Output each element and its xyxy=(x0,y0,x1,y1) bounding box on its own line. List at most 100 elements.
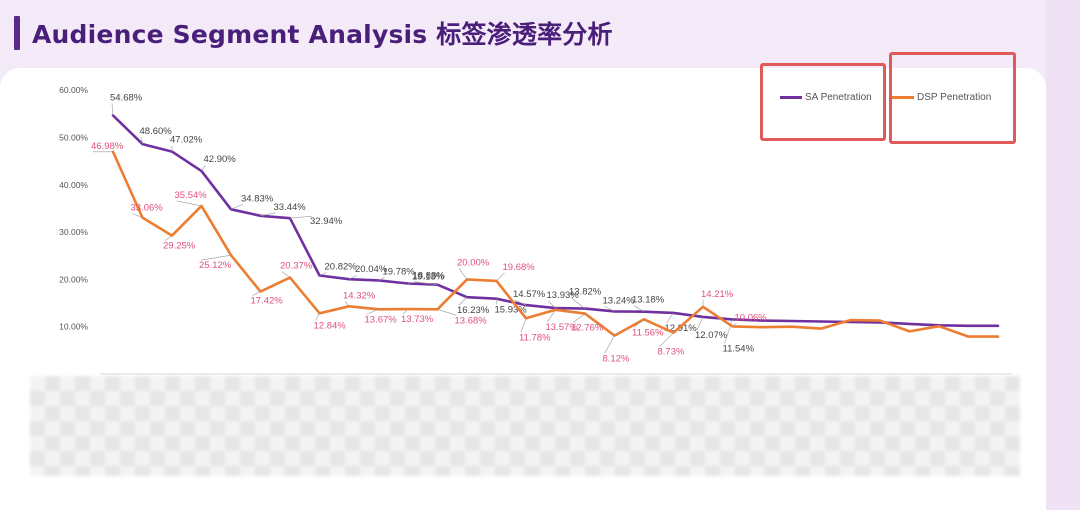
dsp-data-label: 14.32% xyxy=(343,290,376,301)
dsp-label-leader xyxy=(176,200,202,207)
dsp-label-leader xyxy=(281,271,291,278)
right-edge-strip xyxy=(1046,0,1080,510)
y-tick-label: 50.00% xyxy=(59,133,88,143)
sa-label-leader xyxy=(111,103,114,116)
dsp-data-label: 19.68% xyxy=(503,262,536,273)
title-accent-bar xyxy=(14,16,20,50)
sa-data-label: 20.82% xyxy=(325,262,358,273)
sa-data-label: 13.93% xyxy=(547,290,580,301)
page-title: Audience Segment Analysis 标签渗透率分析 xyxy=(32,20,613,49)
dsp-data-label: 13.73% xyxy=(401,314,434,325)
dsp-label-leader xyxy=(604,335,615,354)
sa-label-leader xyxy=(407,282,415,284)
sa-data-label: 48.60% xyxy=(140,126,173,137)
dsp-data-label: 13.68% xyxy=(455,315,488,326)
y-tick-label: 10.00% xyxy=(59,322,88,332)
sa-label-leader xyxy=(378,277,385,281)
sa-label-leader xyxy=(201,164,206,172)
sa-data-label: 13.24% xyxy=(603,295,636,306)
sa-data-label: 12.91% xyxy=(665,323,698,334)
dsp-data-label: 35.54% xyxy=(175,190,208,201)
dsp-data-label: 11.78% xyxy=(519,332,551,343)
sa-data-label: 14.57% xyxy=(513,289,546,300)
dsp-label-leader xyxy=(344,301,350,307)
y-tick-label: 30.00% xyxy=(59,227,88,237)
legend-sa-box xyxy=(760,63,886,141)
sa-data-label: 12.07% xyxy=(695,330,728,341)
sa-label-leader xyxy=(414,281,438,285)
dsp-data-label: 33.06% xyxy=(131,203,164,214)
legend-sa-swatch xyxy=(780,95,802,99)
sa-data-label: 19.78% xyxy=(383,266,416,277)
dsp-label-leader xyxy=(315,313,320,321)
dsp-label-leader xyxy=(252,291,261,296)
dsp-data-label: 20.00% xyxy=(457,257,490,268)
sa-label-leader xyxy=(666,312,674,324)
dsp-data-label: 8.12% xyxy=(603,354,630,365)
sa-label-leader xyxy=(548,300,556,309)
sa-label-leader xyxy=(633,305,645,312)
sa-label-leader xyxy=(230,203,244,210)
dsp-data-label: 12.76% xyxy=(571,323,604,334)
sa-label-leader xyxy=(696,316,704,331)
dsp-label-leader xyxy=(200,254,232,261)
y-tick-label: 40.00% xyxy=(59,180,88,190)
dsp-label-leader xyxy=(547,309,556,322)
sa-data-label: 54.68% xyxy=(110,92,143,103)
legend-dsp-box xyxy=(889,52,1016,144)
legend-item-dsp: DSP Penetration xyxy=(892,92,991,103)
sa-data-label: 13.82% xyxy=(569,287,602,298)
sa-data-label: 42.90% xyxy=(204,154,237,165)
dsp-data-label: 12.84% xyxy=(314,320,347,331)
dsp-label-leader xyxy=(164,235,173,241)
sa-label-leader xyxy=(260,212,276,217)
dsp-label-leader xyxy=(496,272,505,282)
y-tick-label: 20.00% xyxy=(59,274,88,284)
y-tick-label: 60.00% xyxy=(59,85,88,95)
blurred-category-labels xyxy=(30,376,1020,476)
dsp-data-label: 13.57% xyxy=(546,322,579,333)
dsp-label-leader xyxy=(659,332,674,347)
sa-data-label: 47.02% xyxy=(170,135,203,146)
dsp-data-label: 10.06% xyxy=(735,312,768,323)
dsp-data-label: 20.37% xyxy=(280,261,313,272)
sa-label-leader xyxy=(319,272,327,276)
dsp-label-leader xyxy=(437,309,457,316)
dsp-label-leader xyxy=(520,318,527,333)
dsp-data-label: 29.25% xyxy=(163,241,196,252)
dsp-label-leader xyxy=(132,213,143,218)
legend-item-sa: SA Penetration xyxy=(780,92,872,103)
sa-label-leader xyxy=(141,137,143,145)
sa-data-label: 13.18% xyxy=(632,295,665,306)
sa-label-leader xyxy=(348,274,358,280)
dsp-label-leader xyxy=(402,308,409,315)
dsp-data-label: 8.73% xyxy=(658,347,685,358)
sa-label-leader xyxy=(724,319,733,344)
dsp-data-label: 17.42% xyxy=(251,296,284,307)
sa-label-leader xyxy=(604,306,615,312)
dsp-data-label: 14.21% xyxy=(701,289,734,300)
sa-data-label: 15.93% xyxy=(495,305,528,316)
sa-data-label: 19.13% xyxy=(412,272,445,283)
sa-label-leader xyxy=(570,297,586,309)
sa-label-leader xyxy=(289,215,313,219)
legend-dsp-label: DSP Penetration xyxy=(917,92,992,103)
sa-data-label: 32.94% xyxy=(310,216,343,227)
dsp-label-leader xyxy=(366,309,379,315)
sa-data-label: 16.23% xyxy=(457,305,490,316)
legend-sa-label: SA Penetration xyxy=(805,92,872,103)
sa-label-leader xyxy=(458,297,468,306)
dsp-penetration-line xyxy=(111,150,1000,338)
legend-dsp-swatch xyxy=(892,95,914,99)
sa-data-label: 20.04% xyxy=(355,264,388,275)
dsp-data-label: 11.56% xyxy=(632,327,664,338)
dsp-label-leader xyxy=(572,313,586,323)
sa-data-label: 18.88% xyxy=(413,271,446,282)
dsp-data-label: 13.67% xyxy=(365,314,398,325)
sa-data-label: 11.54% xyxy=(723,343,755,354)
dsp-label-leader xyxy=(732,323,737,327)
dsp-data-label: 25.12% xyxy=(199,260,232,271)
dsp-label-leader xyxy=(458,268,468,280)
sa-label-leader xyxy=(514,299,527,306)
